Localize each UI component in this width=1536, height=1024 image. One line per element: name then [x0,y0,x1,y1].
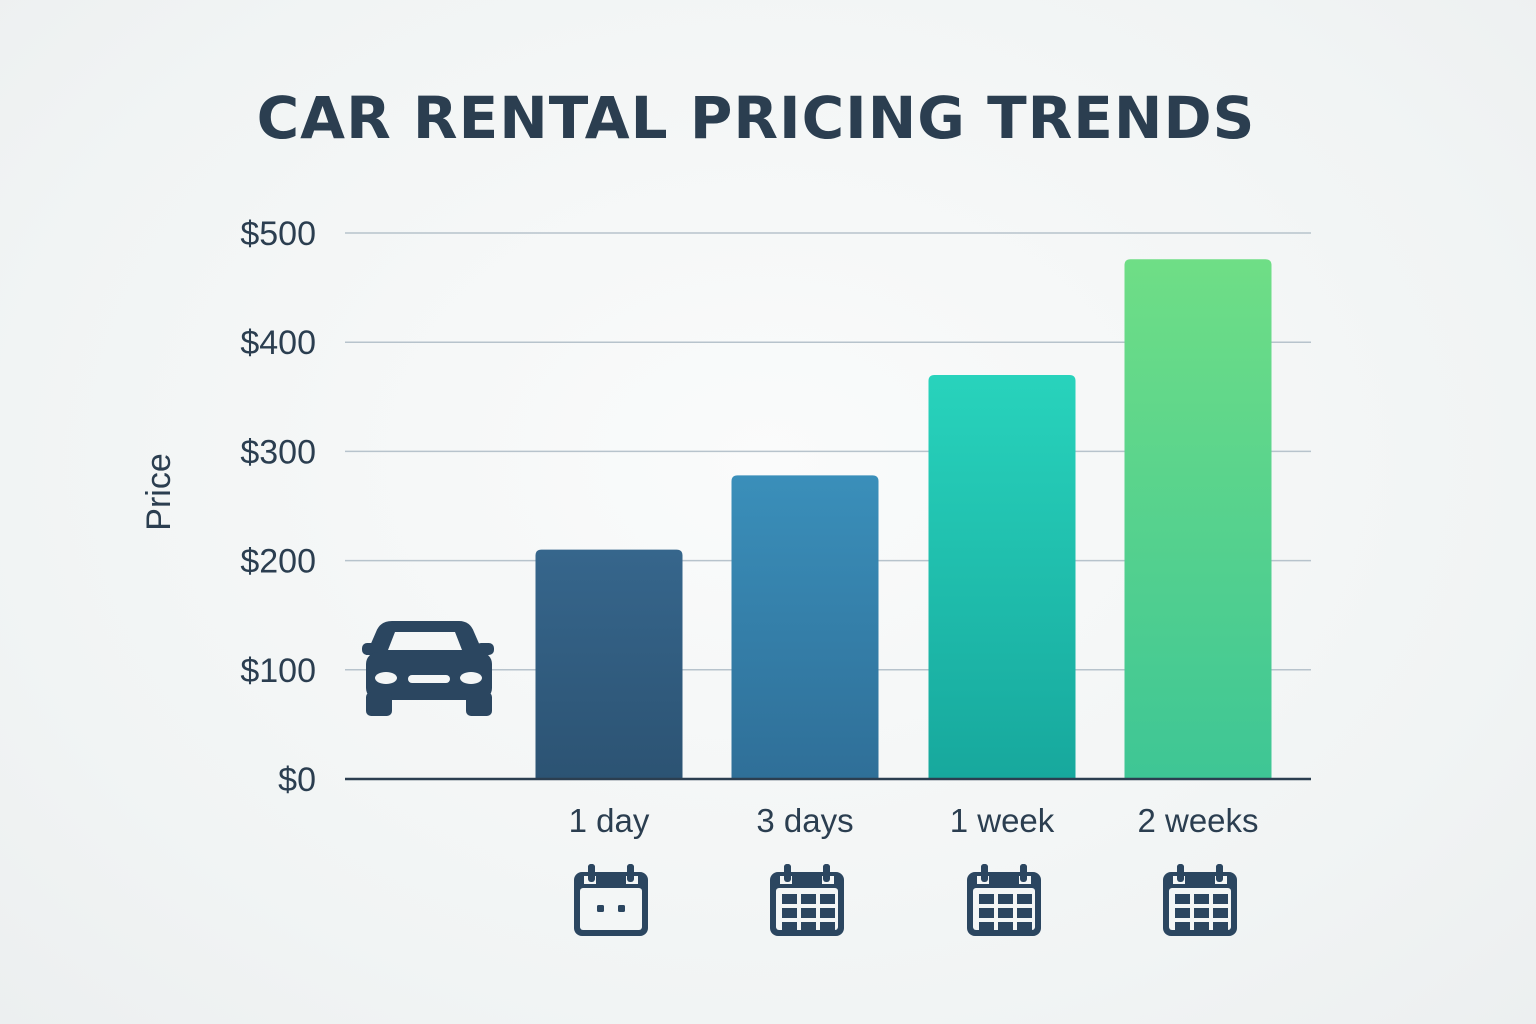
bar-1-day [535,549,683,779]
x-tick-label: 1 day [569,802,650,839]
bar-2-weeks [1124,259,1272,779]
x-axis-labels: 1 day 3 days 1 week 2 weeks [569,802,1259,839]
bar-1-week [928,374,1076,779]
y-axis-ticks: $0 $100 $200 $300 $400 $500 [240,215,316,799]
calendar-grid-icon [967,864,1041,936]
category-icons [574,864,1237,936]
y-tick-label: $0 [278,761,316,799]
calendar-grid-icon [770,864,844,936]
calendar-icon [574,864,648,936]
calendar-grid-icon [1163,864,1237,936]
x-tick-label: 2 weeks [1137,802,1258,839]
bar-3-days [731,475,879,779]
bars [535,259,1272,779]
x-tick-label: 1 week [950,802,1055,839]
y-tick-label: $400 [240,324,316,362]
y-tick-label: $300 [240,433,316,471]
y-tick-label: $100 [240,652,316,690]
y-axis-title: Price [140,453,178,530]
car-icon [362,621,494,716]
chart-title: CAR RENTAL PRICING TRENDS [257,84,1256,152]
y-tick-label: $500 [240,215,316,253]
y-tick-label: $200 [240,543,316,581]
x-tick-label: 3 days [756,802,853,839]
